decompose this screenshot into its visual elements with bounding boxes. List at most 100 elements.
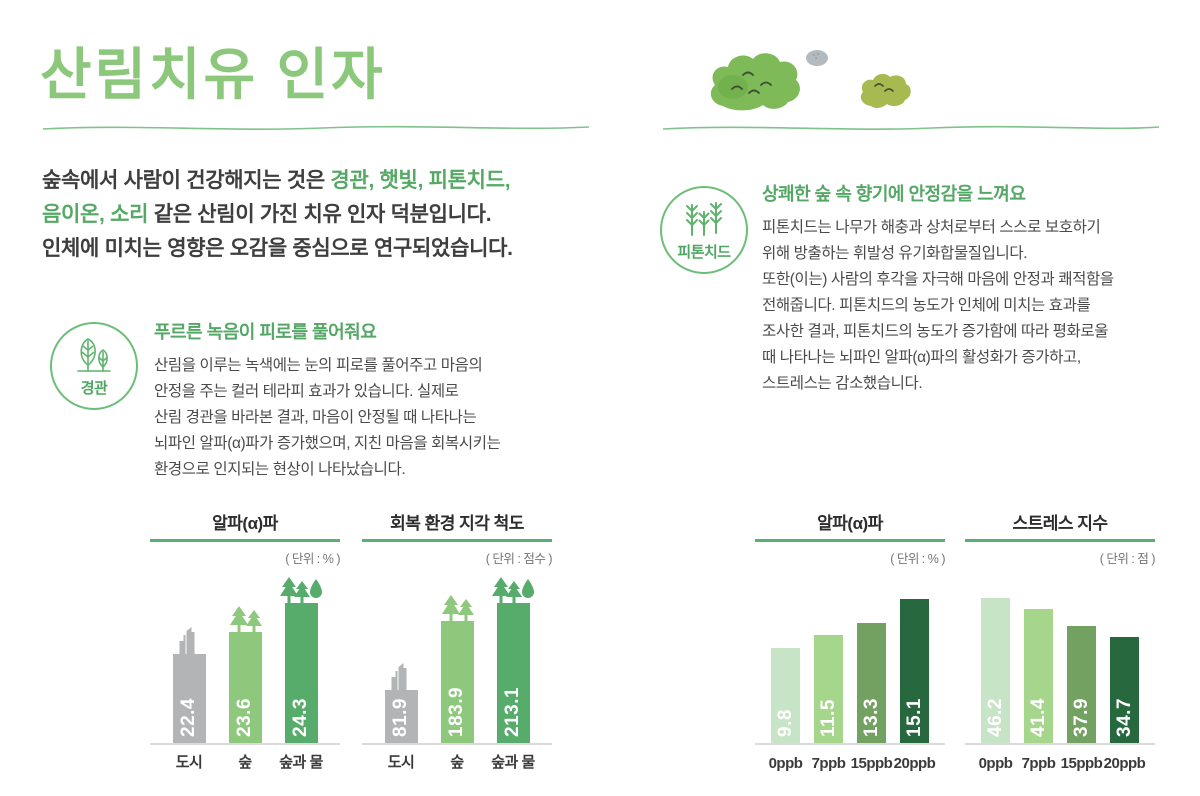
bar: 213.1: [492, 577, 534, 743]
trees-icon: [227, 606, 263, 632]
chart-unit-label: ( 단위 : 점 ): [1099, 552, 1156, 566]
intro-text: 숲속에서 사람이 건강해지는 것은: [42, 169, 331, 192]
category-label: 0ppb: [978, 755, 1013, 772]
stone: [806, 50, 828, 66]
category-label: 20ppb: [1103, 755, 1146, 772]
chart-baseline: [150, 743, 340, 745]
chart-baseline: [965, 743, 1155, 745]
intro-paragraph: 숲속에서 사람이 건강해지는 것은 경관, 햇빛, 피톤치드, 음이온, 소리 같…: [42, 164, 602, 266]
chart-category-labels: 도시 숲 숲과 물: [362, 751, 552, 772]
bar: 37.9: [1067, 626, 1096, 743]
city-icon: [391, 662, 412, 690]
city-icon: [179, 626, 200, 654]
factor-body: 산림을 이루는 녹색에는 눈의 피로를 풀어주고 마음의 안정을 주는 컬러 테…: [154, 357, 501, 478]
stone-specks: [813, 53, 819, 59]
bar-value-label: 13.3: [860, 698, 882, 737]
chart-baseline: [755, 743, 945, 745]
bar-value-label: 183.9: [446, 686, 467, 737]
header-divider-left: [42, 125, 590, 130]
category-label: 숲과 물: [279, 754, 323, 771]
bar-value-label: 23.6: [234, 698, 255, 737]
leaves-icon: [72, 335, 116, 375]
chart-plot: 46.2 41.4 37.9 34.7: [965, 598, 1155, 743]
chart-title-underline: [965, 539, 1155, 542]
phytoncide-badge: 피톤치드: [660, 186, 748, 274]
bar-column: 9.8: [771, 648, 800, 743]
bar-column: 24.3: [280, 577, 322, 743]
category-label: 0ppb: [768, 755, 803, 772]
bar-column: 15.1: [900, 599, 929, 743]
chart-alpha-landscape: 알파(α)파 ( 단위 : % ) 22.4 23.6 24.3 도시 숲 숲과 물: [150, 512, 341, 775]
bar-column: 81.9: [384, 663, 418, 743]
bar: 15.1: [900, 599, 929, 743]
intro-keyword: 음이온, 소리: [42, 203, 149, 226]
bar-value-label: 41.4: [1027, 698, 1049, 737]
bar: 81.9: [384, 663, 418, 743]
chart-category-labels: 0ppb 7ppb 15ppb 20ppb: [965, 755, 1155, 772]
intro-keyword: 경관, 햇빛, 피톤치드,: [330, 169, 511, 192]
category-label: 숲: [238, 754, 252, 771]
bar-column: 13.3: [857, 623, 886, 743]
bar: 41.4: [1024, 609, 1053, 743]
bar-column: 22.4: [172, 627, 206, 743]
chart-unit-label: ( 단위 : % ): [890, 552, 945, 566]
factor-body: 피톤치드는 나무가 해충과 상처로부터 스스로 보호하기 위해 방출하는 휘발성…: [762, 219, 1114, 392]
badge-label: 경관: [80, 379, 108, 397]
bush-large-marks: [731, 71, 772, 94]
bar-value-label: 37.9: [1070, 698, 1092, 737]
bar: 183.9: [440, 595, 474, 743]
bushes-illustration: [710, 50, 911, 111]
chart-stress-index: 스트레스 지수 ( 단위 : 점 ) 46.2 41.4 37.9 34.7 0ppb…: [965, 512, 1156, 775]
bar-value-label: 15.1: [903, 698, 925, 737]
chart-title-underline: [362, 539, 552, 542]
category-label: 15ppb: [850, 755, 893, 772]
category-label: 15ppb: [1060, 755, 1103, 772]
bar-column: 34.7: [1110, 637, 1139, 743]
category-label: 7ppb: [811, 755, 846, 772]
bar: 24.3: [280, 577, 322, 743]
bar: 46.2: [981, 598, 1010, 743]
bar-value-label: 24.3: [290, 698, 311, 737]
trees-icon: [439, 595, 475, 621]
bar: 22.4: [172, 627, 206, 743]
chart-category-labels: 도시 숲 숲과 물: [150, 751, 340, 772]
header-divider-right: [662, 125, 1160, 130]
bar-column: 11.5: [814, 635, 843, 743]
bar-column: 46.2: [981, 598, 1010, 743]
chart-baseline: [362, 743, 552, 745]
category-label: 숲과 물: [491, 754, 535, 771]
factor-heading: 푸르른 녹음이 피로를 풀어줘요: [154, 322, 377, 342]
bar: 23.6: [228, 606, 262, 743]
bar-column: 41.4: [1024, 609, 1053, 743]
bar-value-label: 213.1: [502, 686, 523, 737]
bar-column: 23.6: [228, 606, 262, 743]
factor-section-phytoncide: 상쾌한 숲 속 향기에 안정감을 느껴요 피톤치드는 나무가 해충과 상처로부터…: [762, 180, 1200, 397]
category-label: 도시: [387, 754, 415, 771]
chart-unit-label: ( 단위 : 점수 ): [485, 552, 553, 566]
bar-column: 183.9: [440, 595, 474, 743]
factor-heading: 상쾌한 숲 속 향기에 안정감을 느껴요: [762, 184, 1026, 204]
category-label: 20ppb: [893, 755, 936, 772]
category-label: 숲: [450, 754, 464, 771]
trees-water-icon: [491, 577, 535, 603]
bar-value-label: 46.2: [984, 698, 1006, 737]
bar: 9.8: [771, 648, 800, 743]
bar-value-label: 11.5: [817, 699, 839, 737]
category-label: 도시: [175, 754, 203, 771]
chart-alpha-phytoncide: 알파(α)파 ( 단위 : % ) 9.8 11.5 13.3 15.1 0ppb 7p…: [755, 512, 946, 775]
chart-plot: 22.4 23.6 24.3: [150, 577, 340, 743]
page-title: 산림치유 인자: [40, 43, 386, 106]
bar-value-label: 34.7: [1113, 698, 1135, 737]
bar: 13.3: [857, 623, 886, 743]
factor-section-landscape: 푸르른 녹음이 피로를 풀어줘요 산림을 이루는 녹색에는 눈의 피로를 풀어주…: [154, 318, 594, 483]
chart-title: 알파(α)파: [212, 514, 278, 533]
category-label: 7ppb: [1021, 755, 1056, 772]
chart-title: 회복 환경 지각 척도: [390, 514, 524, 533]
intro-text: 인체에 미치는 영향은 오감을 중심으로 연구되었습니다.: [42, 237, 513, 260]
bar-column: 213.1: [492, 577, 534, 743]
chart-plot: 9.8 11.5 13.3 15.1: [755, 599, 945, 743]
chart-title-underline: [755, 539, 945, 542]
badge-label: 피톤치드: [677, 243, 731, 261]
intro-text: 같은 산림이 가진 치유 인자 덕분입니다.: [148, 203, 492, 226]
